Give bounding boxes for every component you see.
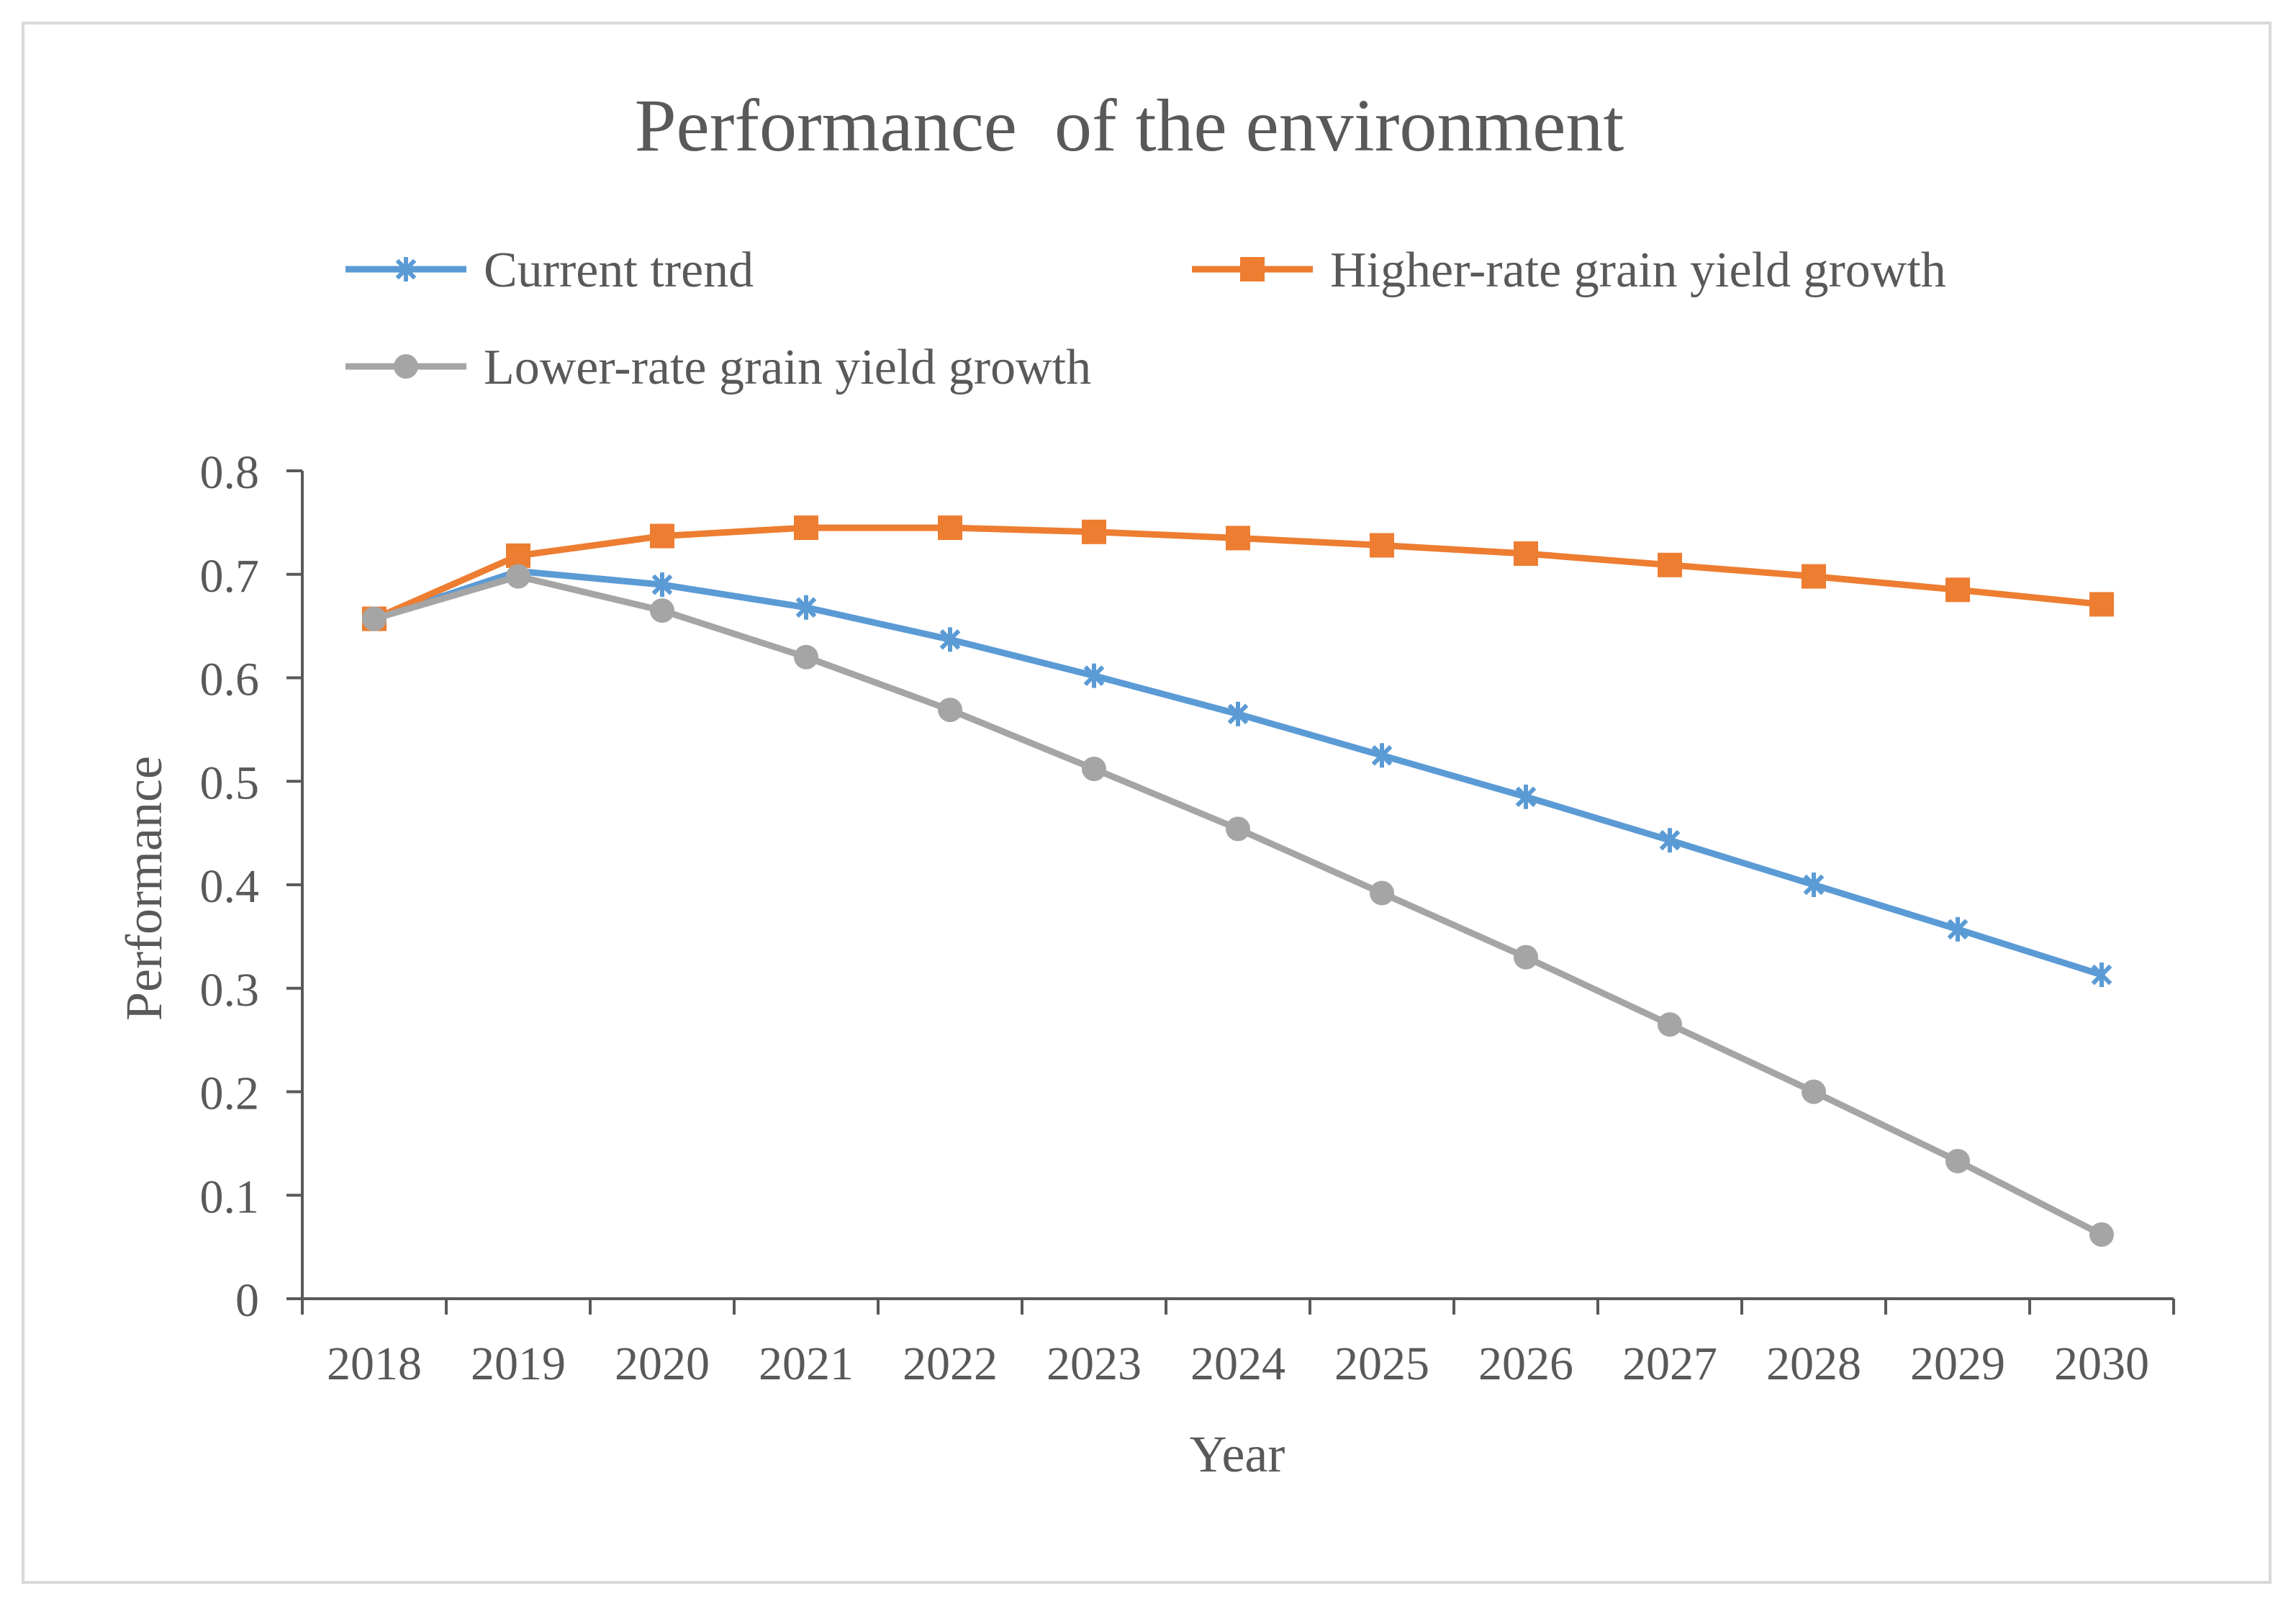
data-point-square <box>650 523 674 549</box>
x-tick-label: 2022 <box>903 1338 998 1390</box>
y-tick-label: 0.8 <box>200 446 260 499</box>
data-point-circle <box>1802 1079 1826 1104</box>
chart-title: Performance of the environment <box>635 84 1624 167</box>
series-lower-rate-grain-yield-growth <box>362 564 2114 1247</box>
y-tick-label: 0.7 <box>200 550 260 603</box>
data-point-asterisk <box>2091 963 2112 988</box>
legend-item: Current trend <box>345 243 754 298</box>
data-point-circle <box>506 564 530 589</box>
data-point-circle <box>1658 1012 1682 1037</box>
data-point-square <box>1082 519 1106 544</box>
data-point-asterisk <box>1947 916 1969 942</box>
chart-frame: Performance of the environment Current t… <box>22 22 2272 1584</box>
series-current-trend <box>363 559 2112 988</box>
data-point-asterisk <box>1515 784 1537 809</box>
data-point-circle <box>794 644 818 670</box>
data-point-circle <box>2089 1222 2114 1247</box>
y-tick-label: 0.2 <box>200 1068 260 1120</box>
y-axis-label: Performance <box>115 756 173 1021</box>
series-group <box>362 515 2114 1247</box>
data-point-square <box>1514 541 1538 566</box>
data-point-circle <box>1370 880 1394 906</box>
x-tick-label: 2018 <box>327 1338 422 1390</box>
series-higher-rate-grain-yield-growth <box>362 515 2114 631</box>
data-point-asterisk <box>939 627 961 652</box>
y-tick-label: 0.1 <box>200 1171 260 1223</box>
data-point-square <box>1226 526 1250 551</box>
y-tick-label: 0.4 <box>200 860 260 913</box>
data-point-circle <box>1226 816 1250 842</box>
axes: 0 0.1 0.2 0.3 0.4 0.5 0.6 0.7 0.8 2018 2019 2020 202… <box>200 446 2175 1390</box>
data-point-asterisk <box>651 572 673 598</box>
line-chart: Performance of the environment Current t… <box>115 84 2175 1483</box>
x-tick-label: 2021 <box>759 1338 854 1390</box>
legend: Current trend Higher-rate grain yield gro… <box>345 243 1946 395</box>
data-point-square <box>794 515 818 541</box>
data-point-asterisk <box>395 257 417 281</box>
x-tick-label: 2028 <box>1766 1338 1861 1390</box>
data-point-circle <box>1082 757 1106 781</box>
data-point-asterisk <box>795 595 817 620</box>
data-point-asterisk <box>1803 873 1825 897</box>
x-tick-label: 2026 <box>1478 1338 1573 1390</box>
data-point-asterisk <box>1083 663 1105 688</box>
legend-item: Higher-rate grain yield growth <box>1192 243 1946 298</box>
x-tick-label: 2023 <box>1047 1338 1142 1390</box>
data-point-square <box>1658 552 1682 577</box>
data-point-asterisk <box>1371 743 1393 768</box>
data-point-square <box>506 543 530 568</box>
series-line <box>371 567 2105 978</box>
data-point-circle <box>938 698 962 723</box>
x-tick-label: 2030 <box>2054 1338 2149 1390</box>
data-point-square <box>1370 533 1394 558</box>
x-tick-label: 2024 <box>1190 1338 1285 1390</box>
data-point-square <box>938 515 962 541</box>
data-point-asterisk <box>1227 701 1249 726</box>
y-tick-label: 0.6 <box>200 654 260 706</box>
legend-item: Lower-rate grain yield growth <box>345 340 1091 395</box>
y-tick-label: 0 <box>235 1274 259 1327</box>
data-point-square <box>1945 577 1970 603</box>
legend-label: Higher-rate grain yield growth <box>1330 243 1946 298</box>
x-tick-label: 2025 <box>1334 1338 1429 1390</box>
data-point-asterisk <box>1659 828 1681 853</box>
data-point-circle <box>650 598 674 623</box>
legend-label: Current trend <box>484 243 754 298</box>
data-point-square <box>1802 564 1826 589</box>
series-line <box>371 573 2105 1238</box>
x-axis-label: Year <box>1190 1425 1285 1483</box>
data-point-circle <box>394 354 418 379</box>
data-point-circle <box>1945 1148 1970 1173</box>
y-tick-label: 0.5 <box>200 757 260 809</box>
y-tick-label: 0.3 <box>200 964 260 1017</box>
data-point-square <box>2089 592 2114 617</box>
data-point-square <box>1240 257 1265 281</box>
data-point-circle <box>362 606 387 631</box>
legend-label: Lower-rate grain yield growth <box>484 340 1091 395</box>
x-tick-label: 2019 <box>471 1338 566 1390</box>
x-tick-label: 2020 <box>615 1338 710 1390</box>
x-tick-label: 2029 <box>1910 1338 2005 1390</box>
data-point-circle <box>1514 945 1538 970</box>
x-tick-label: 2027 <box>1622 1338 1717 1390</box>
